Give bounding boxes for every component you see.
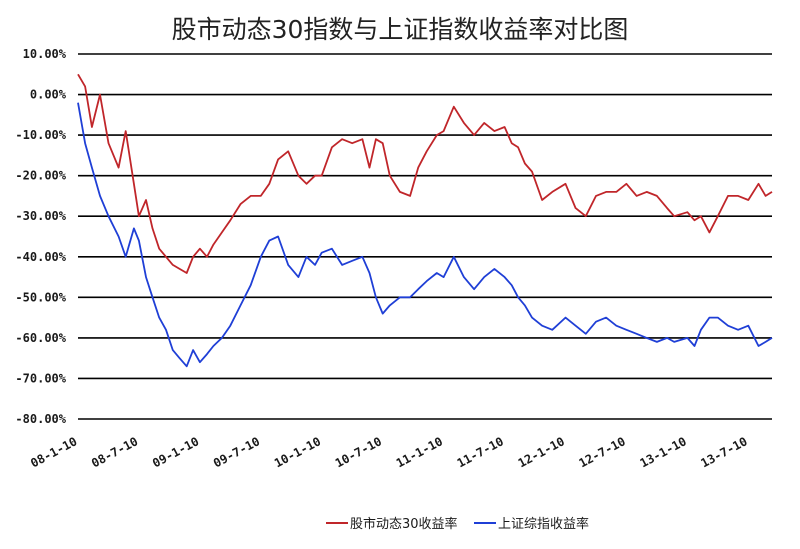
y-tick-label: -30.00% (15, 209, 66, 223)
x-tick-label: 13-1-10 (638, 434, 689, 470)
x-tick-label: 08-7-10 (89, 434, 140, 470)
x-tick-label: 13-7-10 (698, 434, 749, 470)
y-tick-label: -60.00% (15, 331, 66, 345)
y-tick-label: -70.00% (15, 371, 66, 385)
x-tick-label: 11-1-10 (394, 434, 445, 470)
x-tick-label: 10-1-10 (272, 434, 323, 470)
y-tick-label: 10.00% (23, 47, 67, 61)
x-tick-label: 11-7-10 (455, 434, 506, 470)
x-tick-label: 12-1-10 (516, 434, 567, 470)
series-line-1 (77, 73, 773, 274)
y-tick-label: -10.00% (15, 128, 66, 142)
legend-label-series-2: 上证综指收益率 (498, 516, 589, 532)
x-tick-label: 10-7-10 (333, 434, 384, 470)
chart-title: 股市动态30指数与上证指数收益率对比图 (172, 15, 629, 44)
gridlines (78, 53, 772, 420)
x-tick-label: 12-7-10 (577, 434, 628, 470)
series-line-2 (77, 102, 773, 368)
y-tick-label: -50.00% (15, 290, 66, 304)
y-tick-label: -40.00% (15, 250, 66, 264)
x-tick-label: 09-1-10 (150, 434, 201, 470)
legend-label-series-1: 股市动态30收益率 (350, 516, 458, 532)
y-tick-label: -80.00% (15, 412, 66, 426)
legend: 股市动态30收益率 上证综指收益率 (326, 516, 589, 532)
series-lines (77, 73, 773, 368)
x-tick-label: 09-7-10 (211, 434, 262, 470)
x-tick-label: 08-1-10 (28, 434, 79, 470)
y-tick-label: 0.00% (30, 88, 67, 102)
y-tick-label: -20.00% (15, 169, 66, 183)
x-axis-ticks: 08-1-10 08-7-10 09-1-10 09-7-10 10-1-10 10-7-… (28, 434, 750, 470)
y-axis-ticks: 10.00% 0.00% -10.00% -20.00% -30.00% -40.00% -… (15, 47, 66, 426)
